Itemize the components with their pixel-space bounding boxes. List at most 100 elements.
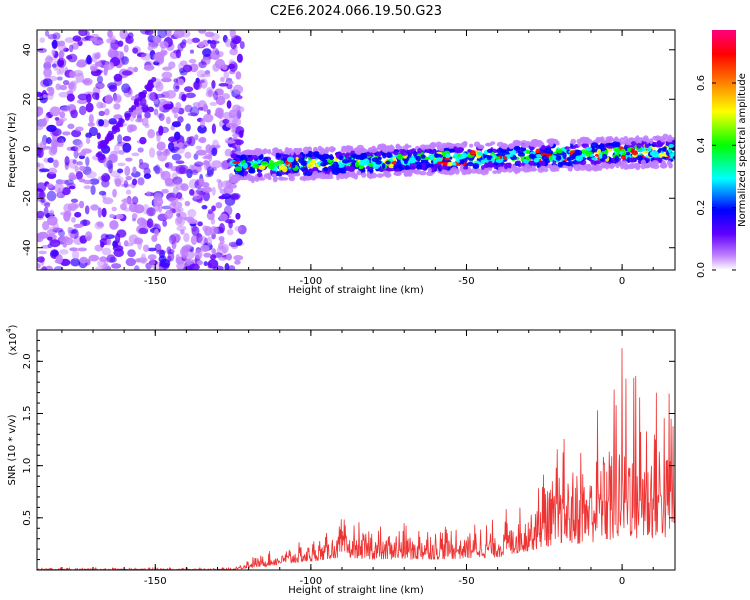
heatmap-streak-mark: [139, 91, 145, 97]
snr-multiplier: (x104): [5, 324, 19, 355]
heatmap-signal-mark: [261, 149, 266, 155]
colorbar-tick-label: 0.6: [696, 75, 707, 91]
heatmap-noise-mark: [219, 213, 228, 222]
heatmap-signal-mark: [354, 161, 360, 168]
heatmap-signal-mark: [609, 163, 616, 168]
heatmap-noise-mark: [227, 63, 236, 70]
heatmap-noise-mark: [44, 114, 49, 124]
heatmap-noise-mark: [210, 39, 217, 49]
heatmap-noise-mark: [93, 53, 101, 60]
heatmap-signal-mark: [407, 169, 415, 173]
heatmap-signal-mark: [643, 141, 647, 145]
heatmap-signal-mark: [668, 136, 675, 140]
heatmap-noise-mark: [108, 118, 118, 125]
heatmap-noise-mark: [173, 82, 180, 93]
snr-multiplier-exp: 4: [5, 328, 13, 333]
heatmap-signal-mark: [513, 145, 521, 151]
heatmap-noise-mark: [70, 198, 79, 203]
heatmap-noise-mark: [66, 104, 77, 111]
heatmap-noise-mark: [146, 207, 156, 217]
heatmap-noise-mark: [90, 204, 99, 211]
heatmap-noise-mark: [136, 217, 147, 226]
heatmap-signal-mark: [632, 150, 638, 156]
heatmap-signal-mark: [466, 161, 474, 167]
heatmap-noise-mark: [113, 93, 122, 104]
heatmap-noise-mark: [141, 104, 150, 113]
heatmap-noise-mark: [70, 258, 81, 267]
x-tick-label: -150: [144, 576, 167, 587]
heatmap-noise-mark: [70, 146, 79, 152]
heatmap-signal-mark: [408, 150, 414, 155]
heatmap-noise-mark: [215, 144, 221, 149]
heatmap-noise-mark: [147, 92, 156, 101]
heatmap-signal-mark: [547, 163, 553, 169]
heatmap-noise-mark: [154, 93, 166, 99]
heatmap-signal-mark: [642, 150, 650, 154]
heatmap-signal-mark: [363, 149, 369, 153]
heatmap-signal-mark: [385, 160, 391, 165]
heatmap-noise-mark: [131, 152, 140, 157]
heatmap-noise-mark: [184, 104, 193, 113]
heatmap-noise-mark: [111, 263, 122, 269]
heatmap-noise-mark: [176, 225, 187, 232]
heatmap-noise-mark: [69, 44, 74, 53]
heatmap-noise-mark: [98, 119, 105, 127]
heatmap-noise-mark: [67, 123, 75, 130]
heatmap-noise-mark: [77, 140, 84, 148]
heatmap-noise-mark: [53, 265, 64, 270]
heatmap-signal-mark: [459, 165, 465, 173]
heatmap-signal-mark: [627, 163, 635, 170]
heatmap-signal-mark: [382, 152, 387, 159]
heatmap-signal-mark: [393, 171, 402, 176]
heatmap-signal-mark: [548, 155, 553, 161]
heatmap-noise-mark: [173, 30, 185, 39]
heatmap-signal-mark: [320, 162, 327, 167]
heatmap-signal-mark: [405, 164, 410, 169]
heatmap-noise-mark: [126, 124, 134, 133]
heatmap-noise-mark: [200, 73, 211, 78]
heatmap-signal-mark: [333, 167, 340, 173]
heatmap-signal-mark: [657, 140, 662, 147]
heatmap-noise-mark: [37, 47, 47, 53]
heatmap-noise-mark: [100, 175, 106, 182]
heatmap-signal-mark: [278, 164, 284, 171]
heatmap-noise-mark: [74, 203, 80, 209]
heatmap-signal-mark: [485, 142, 491, 147]
heatmap-noise-mark: [49, 106, 61, 117]
heatmap-noise-mark: [206, 87, 214, 95]
heatmap-noise-mark: [201, 204, 208, 210]
snr-multiplier-base: (x10: [8, 333, 19, 356]
heatmap-noise-mark: [43, 206, 49, 217]
heatmap-noise-mark: [85, 171, 97, 179]
heatmap-signal-mark: [335, 153, 340, 157]
heatmap-noise-mark: [234, 225, 242, 232]
heatmap-noise-mark: [37, 210, 45, 219]
heatmap-noise-mark: [76, 161, 83, 166]
heatmap-signal-mark: [376, 151, 382, 157]
heatmap-noise-mark: [167, 197, 179, 203]
heatmap-noise-mark: [171, 106, 178, 114]
heatmap-noise-mark: [200, 118, 206, 128]
heatmap-signal-mark: [274, 176, 278, 180]
heatmap-noise-mark: [234, 259, 241, 265]
heatmap-noise-mark: [68, 185, 76, 190]
heatmap-noise-mark: [206, 166, 215, 176]
heatmap-signal-mark: [235, 154, 241, 159]
heatmap-signal-mark: [649, 138, 654, 145]
heatmap-noise-mark: [51, 49, 56, 56]
heatmap-signal-mark: [287, 173, 292, 177]
heatmap-signal-mark: [367, 147, 373, 152]
heatmap-noise-mark: [79, 105, 87, 116]
heatmap-signal-mark: [520, 143, 529, 149]
heatmap-signal-mark: [266, 149, 272, 155]
heatmap-signal-mark: [626, 151, 631, 156]
heatmap-noise-mark: [222, 118, 230, 125]
heatmap-noise-mark: [135, 118, 144, 123]
heatmap-signal-mark: [286, 156, 295, 163]
heatmap-signal-mark: [312, 170, 319, 176]
heatmap-noise-mark: [84, 205, 90, 215]
heatmap-noise-mark: [133, 107, 143, 116]
heatmap-noise-mark: [211, 160, 223, 169]
heatmap-signal-mark: [396, 153, 404, 160]
